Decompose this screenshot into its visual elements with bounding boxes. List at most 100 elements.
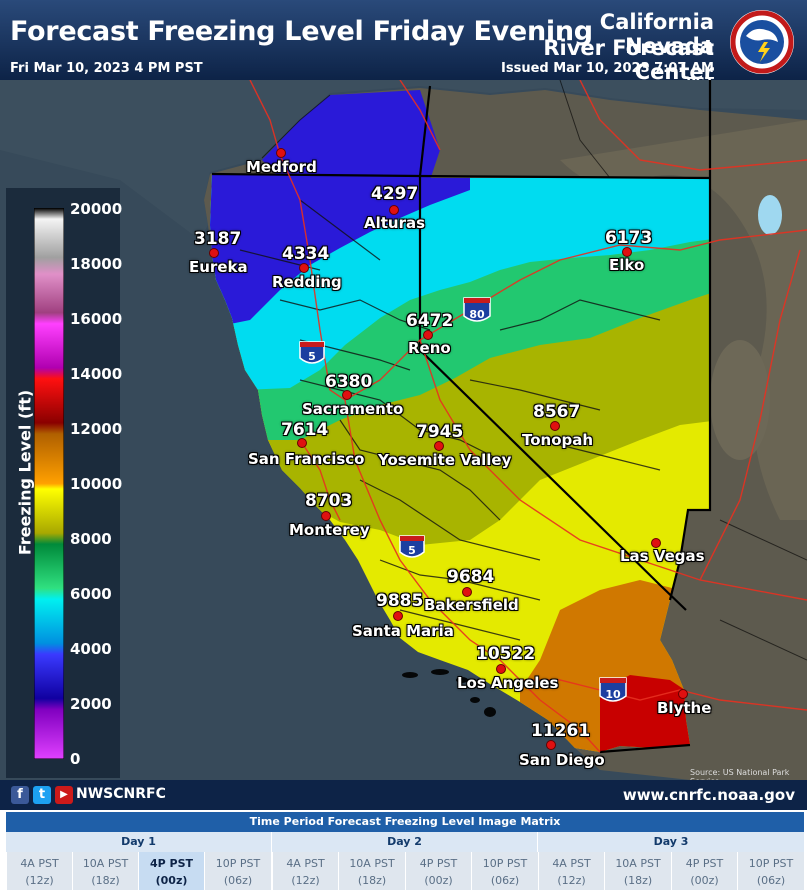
cell-utc: (18z) — [91, 874, 120, 887]
city-dot-monterey — [321, 511, 331, 521]
cell-utc: (06z) — [490, 874, 520, 887]
city-value-elko: 6173 — [605, 228, 653, 248]
cell-utc: (18z) — [357, 874, 387, 887]
interstate-5-label: 5 — [308, 350, 316, 363]
city-value-santa-maria: 9885 — [376, 591, 424, 611]
cell-utc: (06z) — [756, 874, 786, 887]
interstate-5-north-shield: 5 — [299, 341, 325, 364]
city-dot-medford — [276, 148, 286, 158]
cell-utc: (12z) — [291, 874, 320, 887]
city-label-bakersfield: Bakersfield — [424, 596, 519, 614]
city-dot-redding — [299, 263, 309, 273]
city-dot-los-angeles — [496, 664, 506, 674]
twitter-icon[interactable]: t — [33, 786, 51, 804]
city-dot-santa-maria — [393, 611, 403, 621]
cell-time: 10P PST — [482, 857, 528, 870]
noaa-nws-seal-icon[interactable] — [724, 8, 800, 76]
matrix-cell[interactable]: 10P PST (06z) — [204, 852, 271, 890]
legend-tick: 14000 — [70, 365, 123, 383]
city-dot-san-francisco — [297, 438, 307, 448]
matrix-day-1: Day 1 — [6, 832, 271, 852]
cell-utc: (06z) — [223, 874, 253, 887]
city-dot-san-diego — [546, 740, 556, 750]
cell-time: 10P PST — [215, 857, 261, 870]
city-value-tonopah: 8567 — [533, 402, 581, 422]
matrix-cell-selected[interactable]: 4P PST (00z) — [138, 852, 204, 890]
center-name-line1: California Nevada — [599, 10, 714, 58]
city-label-redding: Redding — [272, 273, 342, 291]
matrix-cell[interactable]: 10A PST (18z) — [604, 852, 671, 890]
legend-tick: 6000 — [70, 585, 112, 603]
header: Forecast Freezing Level Friday Evening F… — [0, 0, 807, 91]
city-label-sacramento: Sacramento — [302, 400, 404, 418]
city-value-yosemite-valley: 7945 — [416, 422, 464, 442]
city-value-alturas: 4297 — [371, 184, 419, 204]
legend-title: Freezing Level (ft) — [15, 389, 35, 556]
legend-tick: 12000 — [70, 420, 123, 438]
legend-tick: 8000 — [70, 530, 112, 548]
legend-color-bar — [34, 208, 64, 759]
matrix-cell[interactable]: 4A PST (12z) — [538, 852, 604, 890]
color-legend: Freezing Level (ft) — [6, 188, 123, 778]
youtube-icon[interactable]: ▶ — [55, 786, 73, 804]
matrix-cell[interactable]: 4A PST (12z) — [6, 852, 72, 890]
city-dot-yosemite-valley — [434, 441, 444, 451]
city-value-redding: 4334 — [282, 244, 330, 264]
city-label-san-francisco: San Francisco — [248, 450, 365, 468]
cell-time: 10A PST — [615, 857, 661, 870]
city-label-santa-maria: Santa Maria — [352, 622, 454, 640]
city-value-sacramento: 6380 — [325, 372, 373, 392]
legend-tick: 20000 — [70, 200, 123, 218]
cell-time: 10P PST — [748, 857, 794, 870]
legend-tick: 2000 — [70, 695, 112, 713]
city-dot-alturas — [389, 205, 399, 215]
city-label-tonopah: Tonopah — [522, 431, 594, 449]
matrix-cell[interactable]: 10A PST (18z) — [338, 852, 405, 890]
legend-tick: 0 — [70, 750, 81, 768]
cell-time: 4A PST — [20, 857, 59, 870]
cell-utc: (12z) — [557, 874, 586, 887]
city-dot-sacramento — [342, 390, 352, 400]
matrix-cell[interactable]: 10A PST (18z) — [72, 852, 138, 890]
matrix-cell[interactable]: 4P PST (00z) — [671, 852, 737, 890]
city-label-reno: Reno — [408, 339, 451, 357]
matrix-cell[interactable]: 4A PST (12z) — [272, 852, 338, 890]
cell-utc: (00z) — [424, 874, 453, 887]
city-label-san-diego: San Diego — [519, 751, 605, 769]
website-link[interactable]: www.cnrfc.noaa.gov — [622, 786, 795, 804]
city-value-los-angeles: 10522 — [476, 644, 536, 664]
social-handle[interactable]: NWSCNRFC — [76, 786, 166, 802]
city-value-bakersfield: 9684 — [447, 567, 495, 587]
city-label-alturas: Alturas — [364, 214, 426, 232]
legend-tick: 18000 — [70, 255, 123, 273]
city-dot-elko — [622, 247, 632, 257]
cell-time: 4A PST — [286, 857, 325, 870]
city-label-elko: Elko — [609, 256, 645, 274]
interstate-80-label: 80 — [469, 308, 485, 321]
image-matrix: Time Period Forecast Freezing Level Imag… — [0, 810, 807, 890]
facebook-icon[interactable]: f — [11, 786, 29, 804]
page-title: Forecast Freezing Level Friday Evening — [10, 16, 593, 47]
valid-time: Fri Mar 10, 2023 4 PM PST — [10, 61, 203, 76]
cell-time: 10A PST — [82, 857, 129, 870]
legend-tick: 16000 — [70, 310, 123, 328]
matrix-cell[interactable]: 10P PST (06z) — [737, 852, 804, 890]
interstate-5-south-shield: 5 — [399, 535, 425, 558]
freezing-level-map: 5 80 5 10 — [0, 80, 807, 780]
city-label-eureka: Eureka — [189, 258, 248, 276]
city-label-las-vegas: Las Vegas — [620, 547, 705, 565]
city-value-san-diego: 11261 — [531, 721, 591, 741]
interstate-10-shield: 10 — [599, 677, 627, 702]
interstate-5-label: 5 — [408, 544, 416, 557]
cell-time: 4P PST — [419, 857, 458, 870]
city-value-reno: 6472 — [406, 311, 454, 331]
city-dot-eureka — [209, 248, 219, 258]
legend-tick: 10000 — [70, 475, 123, 493]
matrix-cell[interactable]: 10P PST (06z) — [471, 852, 538, 890]
matrix-cell[interactable]: 4P PST (00z) — [405, 852, 471, 890]
cell-time: 4P PST — [149, 857, 194, 870]
cell-time: 10A PST — [349, 857, 395, 870]
legend-tick: 4000 — [70, 640, 112, 658]
city-label-medford: Medford — [246, 158, 317, 176]
city-label-blythe: Blythe — [657, 699, 712, 717]
